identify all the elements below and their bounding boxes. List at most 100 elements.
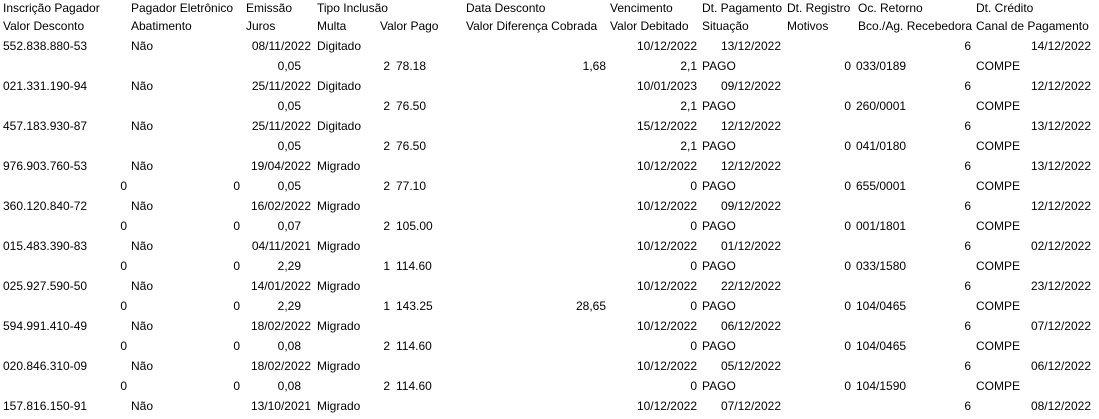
data-cell: Digitado bbox=[317, 39, 362, 53]
data-cell: 2 bbox=[383, 339, 390, 353]
data-cell: 25/11/2022 bbox=[251, 119, 311, 133]
data-cell: 041/0180 bbox=[856, 139, 907, 153]
data-cell: 16/02/2022 bbox=[250, 199, 311, 213]
data-cell: Digitado bbox=[317, 119, 362, 133]
data-cell: COMPE bbox=[976, 259, 1021, 273]
data-cell: 22/12/2022 bbox=[720, 279, 781, 293]
data-cell: Não bbox=[131, 79, 154, 93]
data-cell: 0 bbox=[233, 299, 240, 313]
data-cell: 13/12/2022 bbox=[720, 39, 781, 53]
data-cell: 10/12/2022 bbox=[636, 279, 697, 293]
data-cell bbox=[520, 216, 606, 236]
data-cell: 04/11/2021 bbox=[251, 239, 311, 253]
data-cell: 0,07 bbox=[277, 219, 301, 233]
data-cell: 0 bbox=[233, 339, 240, 353]
data-cell: 18/02/2022 bbox=[250, 359, 311, 373]
data-cell: 0,08 bbox=[277, 379, 301, 393]
data-cell: 015.483.390-83 bbox=[3, 239, 88, 253]
data-cell: 0 bbox=[233, 219, 240, 233]
data-cell: 08/12/2022 bbox=[1030, 399, 1091, 413]
data-cell: 0 bbox=[690, 179, 697, 193]
header-cell: Dt. Registro bbox=[787, 1, 851, 15]
data-cell: PAGO bbox=[702, 99, 736, 113]
data-cell: 06/12/2022 bbox=[1030, 359, 1091, 373]
data-cell: 0 bbox=[690, 379, 697, 393]
data-cell: 0 bbox=[690, 339, 697, 353]
data-cell: 0 bbox=[120, 179, 127, 193]
data-cell: 0 bbox=[844, 99, 851, 113]
data-cell: 01/12/2022 bbox=[720, 239, 781, 253]
data-cell bbox=[60, 96, 127, 116]
data-cell: 552.838.880-53 bbox=[3, 39, 88, 53]
data-cell: 23/12/2022 bbox=[1030, 279, 1091, 293]
data-cell: Migrado bbox=[317, 399, 361, 413]
data-cell: COMPE bbox=[976, 299, 1021, 313]
data-cell: 2 bbox=[383, 139, 390, 153]
data-cell: 0 bbox=[844, 379, 851, 393]
data-cell: 08/11/2022 bbox=[251, 39, 311, 53]
data-cell: Digitado bbox=[317, 79, 362, 93]
header-cell: Oc. Retorno bbox=[858, 1, 923, 15]
data-cell: 78.18 bbox=[396, 59, 427, 73]
data-cell: 10/12/2022 bbox=[636, 359, 697, 373]
data-cell: 6 bbox=[964, 199, 971, 213]
data-cell: PAGO bbox=[702, 339, 736, 353]
data-cell: COMPE bbox=[976, 219, 1021, 233]
data-cell: 0 bbox=[690, 299, 697, 313]
data-cell: 10/12/2022 bbox=[636, 239, 697, 253]
data-cell: 28,65 bbox=[575, 299, 606, 313]
data-cell: 10/12/2022 bbox=[636, 159, 697, 173]
data-cell: 12/12/2022 bbox=[1030, 79, 1091, 93]
data-cell: 1 bbox=[383, 299, 390, 313]
header-cell: Situação bbox=[702, 19, 749, 33]
data-cell: 0 bbox=[844, 179, 851, 193]
data-cell: Não bbox=[131, 199, 154, 213]
data-cell: 2,1 bbox=[680, 99, 697, 113]
data-cell: PAGO bbox=[702, 299, 736, 313]
data-cell: 114.60 bbox=[396, 259, 432, 273]
data-cell: 6 bbox=[964, 319, 971, 333]
header-cell: Bco./Ag. Recebedora bbox=[858, 19, 973, 33]
data-cell: 06/12/2022 bbox=[720, 319, 781, 333]
data-cell: 09/12/2022 bbox=[720, 79, 781, 93]
data-cell: 0,08 bbox=[277, 339, 301, 353]
data-cell: 105.00 bbox=[396, 219, 433, 233]
header-cell: Valor Pago bbox=[380, 19, 439, 33]
data-cell: 0 bbox=[690, 219, 697, 233]
data-cell: 025.927.590-50 bbox=[3, 279, 88, 293]
data-cell: 594.991.410-49 bbox=[3, 319, 88, 333]
data-cell: 12/12/2022 bbox=[1030, 199, 1091, 213]
data-cell: 1,68 bbox=[582, 59, 606, 73]
data-cell: 104/0465 bbox=[856, 339, 907, 353]
data-cell: 2 bbox=[383, 99, 390, 113]
data-cell: 0 bbox=[233, 259, 240, 273]
header-cell: Abatimento bbox=[131, 19, 192, 33]
data-cell: 0,05 bbox=[277, 59, 301, 73]
data-cell: 6 bbox=[964, 399, 971, 413]
data-cell: 10/12/2022 bbox=[636, 199, 697, 213]
data-cell: 76.50 bbox=[396, 139, 427, 153]
header-cell: Valor Debitado bbox=[610, 19, 689, 33]
data-cell: COMPE bbox=[976, 339, 1021, 353]
data-cell: 021.331.190-94 bbox=[3, 79, 88, 93]
data-cell: 1 bbox=[383, 259, 390, 273]
data-cell: PAGO bbox=[702, 139, 736, 153]
data-cell: 10/12/2022 bbox=[636, 319, 697, 333]
data-cell: 0,05 bbox=[277, 139, 301, 153]
data-cell: Não bbox=[131, 359, 154, 373]
data-cell: 0 bbox=[844, 259, 851, 273]
data-cell: 12/12/2022 bbox=[720, 119, 781, 133]
data-cell: 0 bbox=[690, 259, 697, 273]
header-cell: Multa bbox=[317, 19, 347, 33]
data-cell: 10/12/2022 bbox=[636, 399, 697, 413]
data-cell: 104/0465 bbox=[856, 299, 907, 313]
data-cell: PAGO bbox=[702, 179, 736, 193]
data-cell: Não bbox=[131, 159, 154, 173]
data-cell: COMPE bbox=[976, 179, 1021, 193]
data-cell bbox=[180, 136, 240, 156]
data-cell: COMPE bbox=[976, 379, 1021, 393]
data-cell: 0 bbox=[120, 259, 127, 273]
data-cell: 114.60 bbox=[396, 339, 432, 353]
data-cell: 2 bbox=[383, 59, 390, 73]
